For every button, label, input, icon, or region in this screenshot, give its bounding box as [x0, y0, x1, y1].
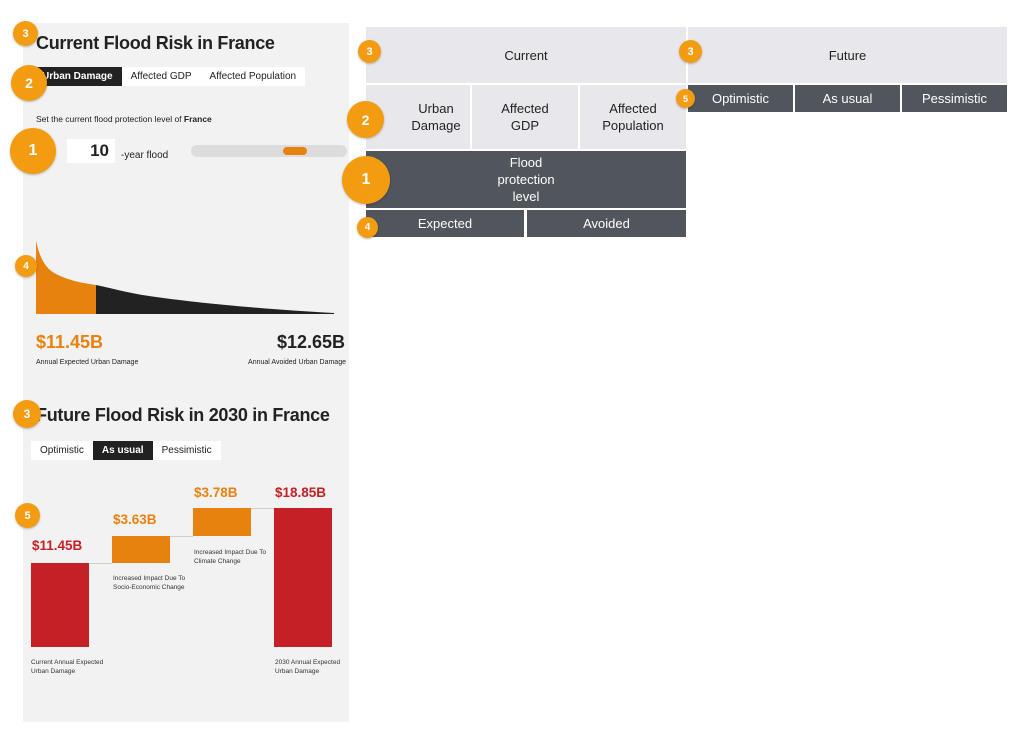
- protection-slider[interactable]: [191, 145, 347, 157]
- waterfall-value-current: $11.45B: [32, 538, 83, 553]
- damage-curve-chart: [36, 241, 334, 314]
- waterfall-connector: [170, 535, 193, 537]
- waterfall-bar-future: [274, 508, 332, 647]
- waterfall-bar-climate: [193, 507, 251, 536]
- waterfall-label-climate: Increased Impact Due To Climate Change: [194, 549, 267, 565]
- protection-unit: -year flood: [121, 150, 169, 161]
- protection-prefix: Set the current flood protection level o…: [36, 114, 184, 124]
- diagram-badge-5: 5: [676, 89, 695, 108]
- scenario-tabs: Optimistic As usual Pessimistic: [31, 441, 221, 460]
- badge-1-protection: 1: [10, 128, 56, 174]
- diagram-scenario-usual: As usual: [795, 85, 900, 112]
- tab-as-usual[interactable]: As usual: [92, 441, 153, 460]
- diagram-scenario-optimistic: Optimistic: [688, 85, 793, 112]
- tab-affected-gdp[interactable]: Affected GDP: [130, 71, 192, 82]
- avoided-damage-area: [96, 285, 334, 314]
- badge-5-waterfall: 5: [15, 503, 40, 528]
- waterfall-label-socio: Increased Impact Due To Socio-Economic C…: [113, 575, 186, 591]
- diagram-future: Future: [688, 27, 1007, 83]
- diagram-metric-gdp: Affected GDP: [472, 85, 578, 149]
- future-title: Future Flood Risk in 2030 in France: [36, 405, 330, 425]
- diagram-avoided: Avoided: [527, 210, 686, 237]
- diagram-scenario-pessimistic: Pessimistic: [902, 85, 1007, 112]
- diagram-current: Current: [366, 27, 686, 83]
- expected-damage-value: $11.45B: [36, 332, 104, 352]
- diagram-badge-3-future: 3: [679, 40, 702, 63]
- diagram-metric-population: Affected Population: [580, 85, 686, 149]
- expected-damage-label: Annual Expected Urban Damage: [36, 359, 139, 366]
- waterfall-label-current: Current Annual Expected Urban Damage: [31, 659, 104, 675]
- badge-4-curve: 4: [15, 255, 37, 277]
- tab-pessimistic[interactable]: Pessimistic: [161, 445, 212, 456]
- waterfall-value-future: $18.85B: [275, 485, 327, 500]
- waterfall-value-socio: $3.63B: [113, 512, 157, 527]
- diagram-protection: Flood protection level: [366, 151, 686, 208]
- waterfall-value-climate: $3.78B: [194, 485, 238, 500]
- diagram-metric-urban-label: Urban Damage: [411, 101, 461, 133]
- diagram-badge-4: 4: [357, 217, 378, 238]
- tab-optimistic[interactable]: Optimistic: [40, 445, 84, 456]
- current-title: Current Flood Risk in France: [36, 33, 275, 53]
- avoided-damage-label: Annual Avoided Urban Damage: [248, 359, 346, 366]
- waterfall-connector: [89, 562, 112, 564]
- diagram-badge-3-current: 3: [358, 40, 381, 63]
- avoided-damage-value: $12.65B: [276, 332, 345, 352]
- diagram-expected: Expected: [366, 210, 524, 237]
- waterfall-chart: $11.45B $3.63B $3.78B $18.85B Current An…: [23, 23, 349, 722]
- expected-damage-area: [36, 241, 96, 314]
- slider-handle[interactable]: [283, 147, 307, 155]
- protection-instruction: Set the current flood protection level o…: [36, 114, 212, 124]
- badge-3-current: 3: [13, 21, 38, 46]
- diagram-badge-2: 2: [347, 101, 384, 138]
- waterfall-bar-current: [31, 562, 89, 647]
- waterfall-connector: [251, 507, 274, 509]
- diagram-badge-1: 1: [342, 156, 390, 204]
- tab-urban-damage[interactable]: Urban Damage: [33, 67, 122, 86]
- protection-input[interactable]: 10: [67, 139, 115, 163]
- waterfall-bar-socio: [112, 535, 170, 563]
- country-name: France: [183, 114, 212, 124]
- waterfall-label-future: 2030 Annual Expected Urban Damage: [275, 659, 341, 675]
- tab-affected-population[interactable]: Affected Population: [209, 71, 297, 82]
- protection-value: 10: [90, 141, 109, 160]
- badge-2-tabs: 2: [11, 65, 47, 101]
- flood-risk-panel: Current Flood Risk in France Urban Damag…: [23, 23, 349, 722]
- metric-tabs: Urban Damage Affected GDP Affected Popul…: [33, 67, 306, 86]
- badge-3-future: 3: [13, 400, 41, 428]
